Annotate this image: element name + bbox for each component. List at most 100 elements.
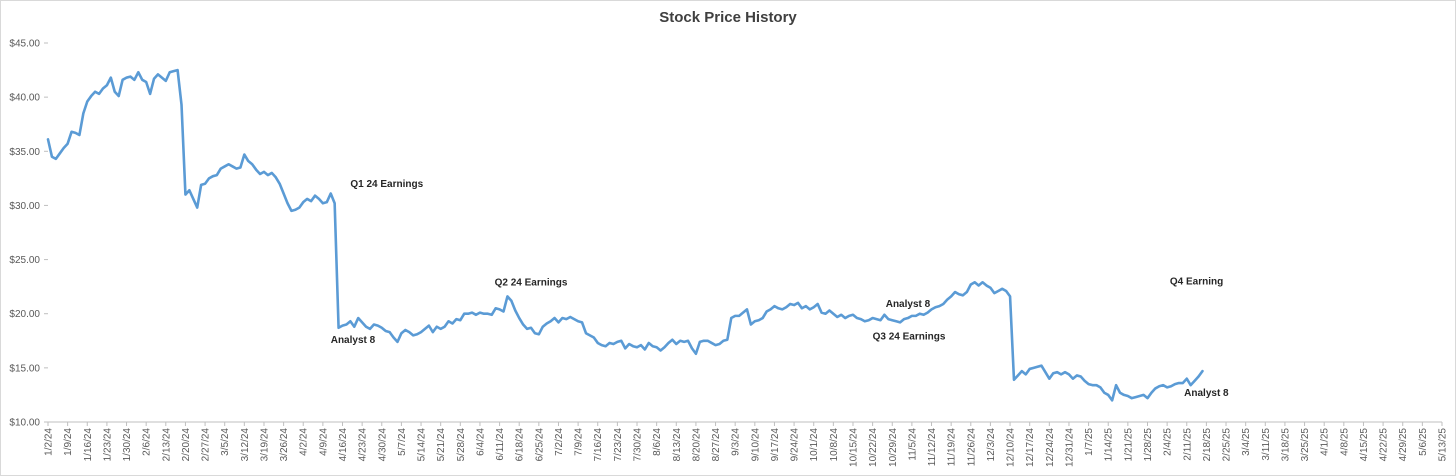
data-point (1071, 377, 1074, 380)
x-tick-label: 10/29/24 (888, 428, 899, 467)
series-layer (46, 68, 1204, 402)
x-tick-label: 11/12/24 (927, 428, 938, 467)
data-point (471, 311, 473, 314)
data-point (1009, 295, 1011, 298)
data-point (490, 313, 493, 316)
data-point (90, 95, 93, 97)
data-point (321, 202, 324, 205)
annotation-layer: Q1 24 Earnings Analyst 8 Q2 24 Earnings Ana… (331, 179, 1229, 399)
data-point (1158, 385, 1161, 388)
data-point (145, 81, 148, 83)
data-point (683, 340, 686, 343)
data-point (506, 295, 509, 298)
data-point (200, 183, 203, 186)
data-point (569, 316, 572, 318)
data-point (384, 330, 387, 332)
data-point (133, 78, 136, 81)
data-point (663, 346, 666, 349)
data-point (749, 323, 752, 326)
data-point (922, 313, 925, 316)
data-point (785, 306, 788, 309)
data-point (66, 142, 69, 145)
data-point (789, 303, 792, 305)
data-point (208, 177, 210, 180)
data-point (1130, 397, 1133, 400)
data-point (565, 318, 568, 321)
x-tick-label: 12/17/24 (1025, 428, 1036, 467)
data-point (192, 198, 195, 200)
x-tick-label: 9/17/24 (770, 428, 781, 462)
data-point (227, 163, 230, 166)
y-tick-label: $45.00 (9, 39, 40, 50)
x-tick-label: 5/13/25 (1438, 428, 1449, 462)
data-point (439, 327, 442, 330)
y-tick-label: $30.00 (9, 201, 40, 212)
data-point (333, 202, 336, 205)
x-tick-label: 10/1/24 (809, 428, 820, 462)
data-point (51, 155, 53, 158)
data-point (149, 92, 152, 95)
data-point (1005, 290, 1008, 292)
x-tick-label: 2/18/25 (1202, 428, 1213, 462)
data-point (679, 339, 682, 342)
data-point (117, 95, 120, 97)
data-point (875, 318, 878, 321)
x-tick-label: 7/30/24 (633, 428, 644, 462)
data-point (808, 308, 811, 311)
data-point (94, 90, 97, 93)
y-tick-label: $20.00 (9, 309, 40, 320)
data-point (400, 332, 403, 335)
data-point (231, 165, 234, 168)
data-point (659, 349, 662, 352)
data-point (267, 174, 269, 177)
data-point (263, 170, 265, 173)
x-tick-label: 3/12/24 (240, 428, 251, 462)
data-point (1126, 395, 1129, 397)
x-tick-label: 12/24/24 (1045, 428, 1056, 467)
x-tick-label: 10/8/24 (829, 428, 840, 462)
data-point (671, 338, 674, 341)
data-point (643, 348, 646, 351)
data-point (408, 331, 411, 334)
data-point (706, 339, 709, 342)
data-point (836, 316, 839, 318)
data-point (369, 327, 371, 330)
data-point (1056, 371, 1059, 374)
data-point (969, 283, 972, 286)
data-point (914, 314, 917, 317)
data-point (585, 332, 587, 335)
data-point (1201, 370, 1204, 373)
data-point (962, 294, 964, 297)
data-point (435, 325, 438, 328)
y-tick-label: $40.00 (9, 93, 40, 104)
x-tick-label: 2/25/25 (1222, 428, 1233, 462)
data-point (907, 317, 909, 319)
data-point (168, 71, 171, 74)
x-tick-label: 9/24/24 (790, 428, 801, 462)
x-tick-label: 4/29/25 (1398, 428, 1409, 462)
data-point (1197, 375, 1200, 378)
data-point (1068, 373, 1070, 376)
x-tick-label: 2/20/24 (181, 428, 192, 462)
data-point (859, 318, 862, 321)
data-point (164, 80, 167, 82)
data-point (1099, 386, 1102, 389)
x-tick-label: 6/25/24 (534, 428, 545, 462)
annotation-label: Q3 24 Earnings (873, 332, 946, 343)
data-point (416, 333, 419, 336)
x-tick-label: 4/1/25 (1320, 428, 1331, 456)
data-point (761, 317, 764, 319)
data-point (286, 202, 289, 205)
data-point (557, 321, 560, 324)
data-point (655, 346, 658, 349)
data-point (702, 339, 705, 342)
x-tick-label: 5/21/24 (436, 428, 447, 462)
data-point (388, 331, 391, 334)
data-point (946, 298, 949, 301)
data-point (247, 160, 250, 162)
data-point (459, 319, 462, 322)
data-point (251, 163, 254, 166)
data-point (549, 320, 552, 323)
